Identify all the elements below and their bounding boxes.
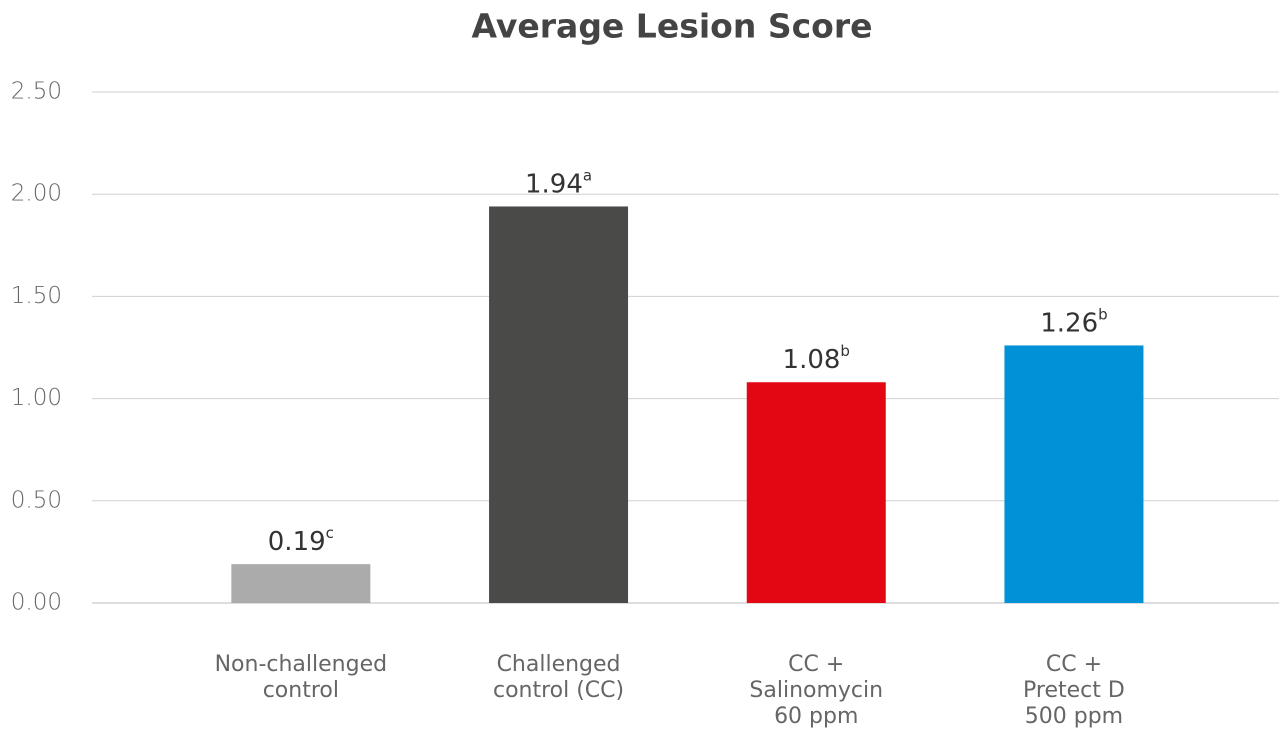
data-label: 1.26b: [1040, 305, 1107, 338]
data-label: 0.19c: [268, 524, 334, 557]
x-tick-label: Salinomycin: [749, 678, 883, 703]
bar: [231, 564, 371, 603]
x-tick-label: CC +: [788, 652, 844, 677]
data-label-value: 1.08: [783, 345, 841, 375]
bar: [746, 382, 886, 603]
data-label-value: 1.26: [1040, 308, 1098, 338]
chart-title: Average Lesion Score: [472, 7, 873, 46]
x-tick-label: Non-challenged: [215, 652, 388, 677]
y-tick-label: 1.00: [11, 385, 62, 411]
data-label-superscript: b: [840, 342, 850, 360]
x-tick-label: 500 ppm: [1025, 704, 1123, 729]
data-label: 1.08b: [783, 342, 850, 375]
x-tick-label: Challenged: [497, 652, 621, 677]
x-tick-label: control (CC): [493, 678, 624, 703]
data-label-superscript: c: [326, 524, 334, 542]
y-tick-label: 2.00: [11, 181, 62, 207]
y-tick-label: 2.50: [11, 79, 62, 105]
bar: [489, 206, 629, 604]
x-tick-label: control: [263, 678, 339, 703]
x-tick-label: Pretect D: [1023, 678, 1125, 703]
data-label-value: 1.94: [525, 169, 583, 199]
x-tick-label: 60 ppm: [774, 704, 858, 729]
bar: [1004, 345, 1144, 603]
x-tick-label: CC +: [1046, 652, 1102, 677]
data-label-superscript: b: [1098, 305, 1108, 323]
data-label-superscript: a: [583, 166, 592, 184]
data-label-value: 0.19: [268, 527, 326, 557]
data-label: 1.94a: [525, 166, 592, 199]
y-tick-label: 1.50: [11, 283, 62, 309]
y-tick-label: 0.50: [11, 487, 62, 513]
y-tick-label: 0.00: [11, 590, 62, 616]
